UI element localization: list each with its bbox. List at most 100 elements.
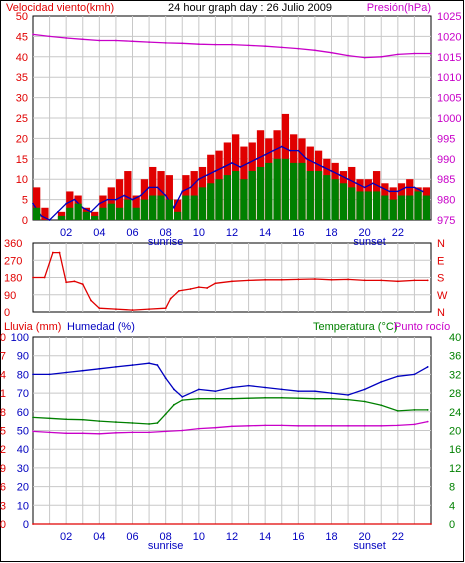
panel1-series-1-point	[388, 190, 391, 193]
temperature-y-tick-label: 28	[449, 388, 461, 400]
panel1-series-2-bar	[157, 195, 165, 220]
panel2-series-0-point	[396, 280, 399, 283]
direction-y-tick-label: 90	[4, 290, 16, 302]
panel3-series-2-point	[413, 423, 416, 426]
panel1-series-2-bar	[57, 215, 66, 220]
wind-y-tick-label: 15	[16, 154, 28, 166]
panel3-series-1-point	[297, 397, 300, 400]
panel1-series-1-point	[181, 190, 184, 193]
panel1-series-3-point	[65, 37, 68, 39]
panel1-series-0-bar	[41, 207, 49, 220]
panel3-series-2-point	[98, 432, 101, 435]
panel1-series-0-bar	[66, 191, 74, 220]
panel1-series-2-bar	[165, 199, 173, 220]
panel3-series-0-point	[297, 390, 300, 393]
direction-y-tick-label: 360	[4, 238, 22, 250]
panel2-series-0-point	[178, 290, 180, 292]
panel3-series-2-point	[81, 432, 84, 435]
panel3-series-0-point	[396, 375, 399, 378]
panel3-series-3-point	[430, 523, 432, 525]
wind-y-tick-label: 5	[22, 195, 28, 207]
temperature-y-tick-label: 16	[449, 444, 461, 456]
wind-axis-label: Velocidad viento(kmh)	[6, 2, 114, 14]
direction-compass-label: N	[437, 238, 445, 250]
panel3-series-0-point	[197, 388, 200, 391]
panel1-series-1-point	[90, 210, 92, 213]
panel1-series-1-point	[32, 202, 34, 205]
panel3-series-1-point	[396, 409, 399, 412]
panel2-series-0-point	[164, 307, 167, 310]
temperature-axis-label: Temperatura (°C)	[313, 321, 397, 333]
panel1-series-0-bar	[157, 171, 165, 220]
panel2-series-0-point	[426, 279, 429, 282]
panel1-series-3-point	[148, 41, 150, 44]
panel3-series-0-point	[81, 369, 84, 372]
temperature-y-tick-label: 36	[449, 351, 461, 363]
panel1-series-0-bar	[165, 175, 173, 220]
panel1-series-3-point	[231, 43, 233, 46]
pressure-y-tick-label: 980	[437, 195, 455, 207]
panel3-series-1-point	[280, 396, 283, 399]
humidity-sunset-marker: sunset	[353, 540, 385, 552]
humidity-y-tick-label: 0	[23, 519, 29, 531]
rain-y-tick-label: 3	[0, 500, 6, 512]
panel1-series-0-bar	[124, 171, 132, 220]
humidity-x-tick-label: 04	[93, 531, 105, 543]
temperature-y-tick-label: 12	[449, 463, 461, 475]
panel1-series-2-bar	[124, 199, 132, 220]
temperature-y-tick-label: 40	[449, 332, 461, 344]
panel1-series-1-point	[106, 198, 109, 201]
rain-y-tick-label: 0	[0, 519, 6, 531]
panel1-series-1-point	[405, 186, 408, 189]
panel3-series-2-point	[32, 430, 34, 433]
rain-y-tick-label: 18	[0, 407, 6, 419]
panel1-series-2-bar	[66, 207, 74, 220]
panel1-series-3-point	[347, 54, 349, 57]
panel1-series-1-point	[189, 186, 192, 189]
panel3-series-2-point	[181, 429, 184, 432]
panel1-series-3-point	[81, 38, 84, 41]
panel3-series-2-point	[231, 425, 233, 428]
panel1-series-1-point	[131, 198, 134, 201]
rain-axis-label: Lluvia (mm)	[4, 321, 61, 333]
panel1-series-2-bar	[91, 215, 99, 220]
panel1-series-2-bar	[256, 166, 265, 220]
panel3-series-0-point	[115, 366, 117, 368]
panel3-series-0-point	[380, 380, 383, 383]
panel1-series-2-bar	[173, 211, 182, 220]
panel1-series-2-bar	[115, 207, 124, 220]
temperature-y-tick-label: 24	[449, 407, 461, 419]
panel3-series-0-point	[173, 388, 175, 391]
panel1-series-1-point	[156, 186, 159, 189]
panel1-series-0-bar	[33, 187, 41, 220]
panel3-series-2-point	[65, 432, 68, 435]
panel1-series-1-point	[297, 149, 300, 152]
temperature-y-tick-label: 4	[449, 500, 455, 512]
panel1-series-3-point	[413, 52, 416, 55]
panel1-series-3-point	[214, 43, 217, 46]
panel1-series-2-bar	[182, 195, 190, 220]
panel1-series-2-bar	[207, 183, 215, 220]
panel2-series-0-point	[73, 280, 76, 283]
panel1-series-1-point	[355, 182, 358, 185]
panel1-series-1-point	[372, 182, 374, 185]
wind-x-tick-label: 20	[359, 227, 371, 239]
direction-compass-label: E	[437, 255, 444, 267]
direction-compass-label: S	[437, 273, 444, 285]
dewpoint-axis-label: Punto rocío	[394, 321, 450, 333]
panel1-series-1-point	[222, 166, 225, 168]
temperature-y-tick-label: 0	[449, 519, 455, 531]
humidity-x-tick-label: 18	[325, 531, 337, 543]
pressure-y-tick-label: 1025	[437, 11, 461, 23]
panel2-series-0-point	[206, 287, 209, 289]
panel1-series-2-bar	[348, 187, 356, 220]
panel1-series-0-bar	[115, 179, 124, 220]
panel2-series-0-point	[90, 299, 92, 302]
panel1-series-2-bar	[33, 207, 41, 220]
panel1-series-1-point	[255, 157, 258, 160]
panel1-series-1-point	[206, 174, 209, 177]
panel1-series-2-bar	[339, 183, 348, 220]
temperature-y-tick-label: 8	[449, 482, 455, 494]
humidity-x-tick-label: 08	[160, 531, 172, 543]
